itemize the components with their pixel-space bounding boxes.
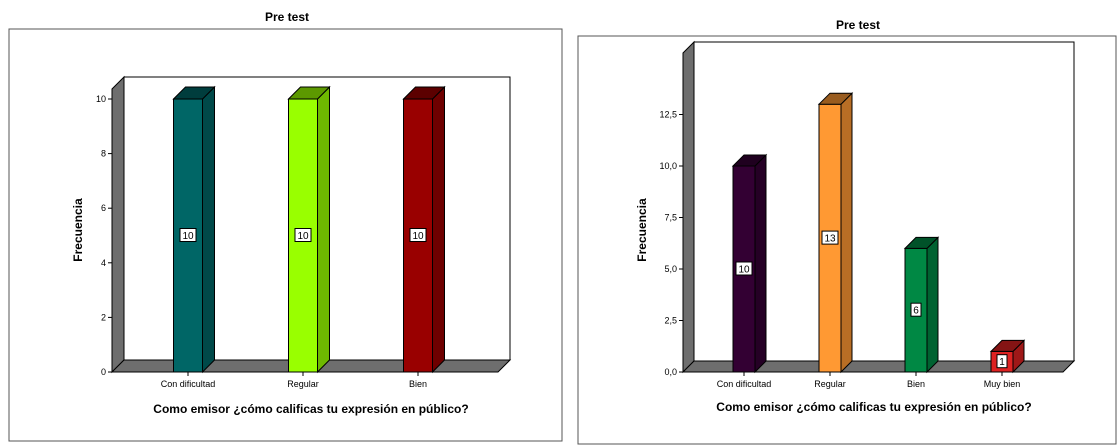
chart-1-category-label: Con dificultad	[161, 379, 216, 389]
chart-2-bar-side	[840, 91, 853, 374]
chart-1-side-wall	[111, 75, 125, 374]
chart-1: Pre test Frecuencia Como emisor ¿cómo ca…	[8, 10, 563, 442]
chart-1-y-tick-label: 4	[101, 258, 106, 268]
chart-1-data-label: 10	[412, 231, 424, 242]
chart-2-data-label: 13	[824, 234, 836, 245]
chart-1-data-label-box	[409, 228, 427, 242]
chart-2-title: Pre test	[836, 18, 880, 32]
chart-1-bar-top	[172, 86, 216, 100]
chart-2-y-tick-label: 0,0	[664, 367, 677, 377]
chart-2-y-tick-label: 12,5	[659, 110, 677, 120]
chart-1-y-tick-label: 10	[96, 94, 106, 104]
chart-1-bar-side	[432, 85, 445, 374]
chart-2-bar-side	[926, 236, 939, 374]
chart-2-plot-area: 0,0 2,5 5,0 7,5 10,0 12,5 10 Con dificultad 13 Re…	[659, 40, 1076, 389]
chart-2-data-label-box	[910, 302, 922, 317]
chart-1-data-label: 10	[297, 231, 309, 242]
chart-2-bar-top	[731, 154, 768, 167]
chart-2-x-axis-label: Como emisor ¿cómo calificas tu expresión…	[716, 400, 1031, 414]
chart-2-y-tick-label: 2,5	[664, 316, 677, 326]
chart-2-y-tick-label: 10,0	[659, 161, 677, 171]
chart-2-bar-top	[817, 92, 854, 105]
chart-2-data-label: 1	[999, 357, 1005, 368]
chart-1-category-label: Regular	[287, 379, 319, 389]
chart-1-bar	[172, 85, 216, 374]
chart-1-y-tick-label: 0	[101, 367, 106, 377]
chart-1-x-axis-label: Como emisor ¿cómo calificas tu expresión…	[153, 402, 468, 416]
chart-1-bar-side	[202, 85, 215, 374]
chart-2-y-tick-label: 5,0	[664, 264, 677, 274]
chart-2-side-wall	[682, 40, 695, 374]
chart-1-data-label-box	[294, 228, 312, 242]
chart-2-bar-side	[754, 153, 767, 374]
chart-2-bar-top	[989, 339, 1026, 352]
chart-1-y-axis-label: Frecuencia	[71, 198, 85, 262]
chart-1-y-tick-label: 2	[101, 312, 106, 322]
chart-1-data-label-box	[179, 228, 197, 242]
chart-1-plot-area: 0 2 4 6 8 10 10 Con dificultad 10 Regular 10 Bien	[96, 75, 512, 389]
chart-2-floor	[681, 360, 1076, 373]
chart-1-bar-top	[287, 86, 331, 100]
chart-1-category-label: Bien	[409, 379, 427, 389]
chart-1-y-tick-label: 8	[101, 149, 106, 159]
chart-2-data-label-box	[735, 261, 753, 276]
chart-2-bar-top	[903, 236, 940, 249]
chart-1-bar-top	[402, 86, 446, 100]
chart-2-data-label-box	[996, 354, 1008, 369]
chart-1-data-label: 10	[182, 231, 194, 242]
chart-2-category-label: Muy bien	[984, 379, 1021, 389]
chart-2-category-label: Bien	[907, 379, 925, 389]
chart-1-bar-side	[317, 85, 330, 374]
chart-2-category-label: Regular	[814, 379, 846, 389]
chart-1-title: Pre test	[265, 10, 309, 24]
chart-2-data-label: 10	[738, 265, 750, 276]
chart-2-y-tick-label: 7,5	[664, 213, 677, 223]
chart-2-category-label: Con dificultad	[717, 379, 772, 389]
chart-2-data-label: 6	[913, 306, 919, 317]
chart-2-y-axis-label: Frecuencia	[635, 198, 649, 262]
chart-1-y-tick-label: 6	[101, 203, 106, 213]
chart-2-data-label-box	[821, 230, 839, 245]
chart-2: Pre test Frecuencia Como emisor ¿cómo ca…	[577, 18, 1117, 445]
